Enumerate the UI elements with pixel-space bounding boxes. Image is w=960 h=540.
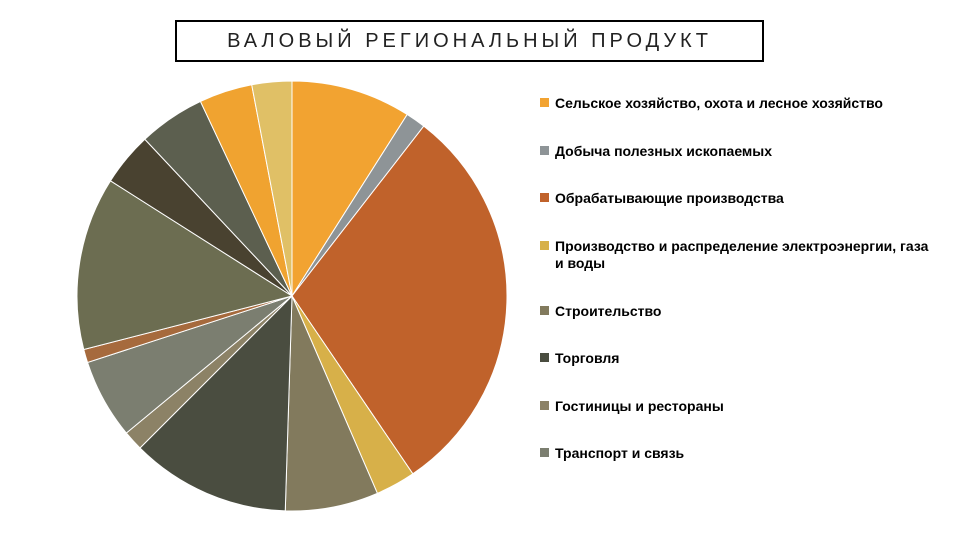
legend-label: Гостиницы и рестораны [555,398,724,416]
legend-item: Транспорт и связь [540,445,940,463]
legend-item: Торговля [540,350,940,368]
legend-swatch [540,241,549,250]
legend-swatch [540,401,549,410]
legend-item: Гостиницы и рестораны [540,398,940,416]
legend-label: Торговля [555,350,619,368]
legend-label: Добыча полезных ископаемых [555,143,772,161]
legend-swatch [540,193,549,202]
legend-label: Транспорт и связь [555,445,684,463]
legend: Сельское хозяйство, охота и лесное хозяй… [540,95,940,493]
legend-item: Производство и распределение электроэнер… [540,238,940,273]
legend-item: Строительство [540,303,940,321]
legend-label: Обрабатывающие производства [555,190,784,208]
legend-label: Производство и распределение электроэнер… [555,238,940,273]
pie-chart-svg [72,76,512,516]
legend-item: Сельское хозяйство, охота и лесное хозяй… [540,95,940,113]
legend-swatch [540,98,549,107]
legend-swatch [540,353,549,362]
legend-label: Сельское хозяйство, охота и лесное хозяй… [555,95,883,113]
legend-swatch [540,306,549,315]
page-title: ВАЛОВЫЙ РЕГИОНАЛЬНЫЙ ПРОДУКТ [175,20,764,62]
pie-chart [72,76,512,516]
page-title-text: ВАЛОВЫЙ РЕГИОНАЛЬНЫЙ ПРОДУКТ [227,30,712,53]
legend-swatch [540,146,549,155]
legend-label: Строительство [555,303,661,321]
legend-swatch [540,448,549,457]
legend-item: Обрабатывающие производства [540,190,940,208]
legend-item: Добыча полезных ископаемых [540,143,940,161]
